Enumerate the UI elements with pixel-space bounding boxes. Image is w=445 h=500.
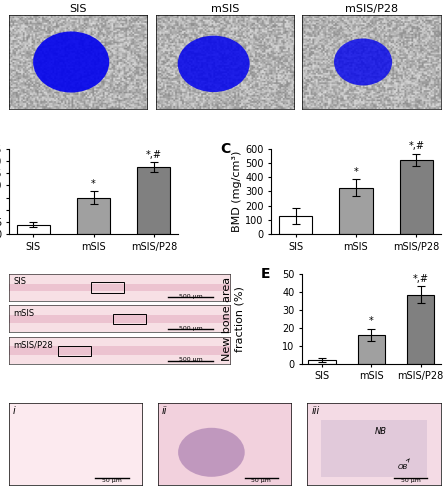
Bar [407, 294, 434, 364]
Text: NB: NB [375, 428, 387, 436]
Bar [279, 216, 312, 234]
Title: mSIS: mSIS [210, 4, 239, 14]
Text: ii: ii [162, 406, 168, 415]
Bar [91, 282, 124, 292]
Text: C: C [220, 142, 231, 156]
Title: mSIS/P28: mSIS/P28 [345, 4, 398, 14]
Text: *,#: *,# [146, 150, 162, 160]
Text: 500 μm: 500 μm [178, 326, 202, 331]
Text: *,#: *,# [408, 142, 424, 152]
Bar [113, 314, 146, 324]
Text: 500 μm: 500 μm [178, 294, 202, 300]
Text: *: * [353, 167, 358, 177]
Text: 50 μm: 50 μm [251, 478, 271, 484]
Text: *: * [369, 316, 374, 326]
Ellipse shape [178, 428, 245, 477]
Text: *,#: *,# [413, 274, 429, 284]
Text: OB: OB [398, 458, 409, 469]
Text: mSIS: mSIS [13, 308, 34, 318]
Bar [321, 420, 427, 477]
Bar [400, 160, 433, 234]
Text: mSIS/P28: mSIS/P28 [13, 340, 53, 349]
Text: 50 μm: 50 μm [102, 478, 122, 484]
Bar [358, 335, 385, 364]
Ellipse shape [33, 32, 109, 92]
Text: iii: iii [312, 406, 320, 415]
Text: SIS: SIS [13, 277, 26, 286]
Ellipse shape [178, 36, 250, 92]
Bar [57, 346, 91, 356]
Ellipse shape [334, 38, 392, 86]
Bar [9, 346, 230, 355]
Text: 500 μm: 500 μm [178, 358, 202, 362]
Bar [16, 224, 50, 234]
Y-axis label: BMD (mg/cm³): BMD (mg/cm³) [232, 150, 243, 232]
Bar [9, 284, 230, 290]
Bar [77, 198, 110, 234]
Title: SIS: SIS [69, 4, 87, 14]
Bar [340, 188, 372, 234]
Bar [308, 360, 336, 364]
Y-axis label: New bone area
fraction (%): New bone area fraction (%) [222, 276, 244, 361]
Bar [138, 167, 170, 234]
Bar [9, 315, 230, 323]
Text: *: * [91, 180, 96, 190]
Text: 50 μm: 50 μm [400, 478, 421, 484]
Text: i: i [13, 406, 16, 415]
Text: E: E [261, 266, 270, 280]
